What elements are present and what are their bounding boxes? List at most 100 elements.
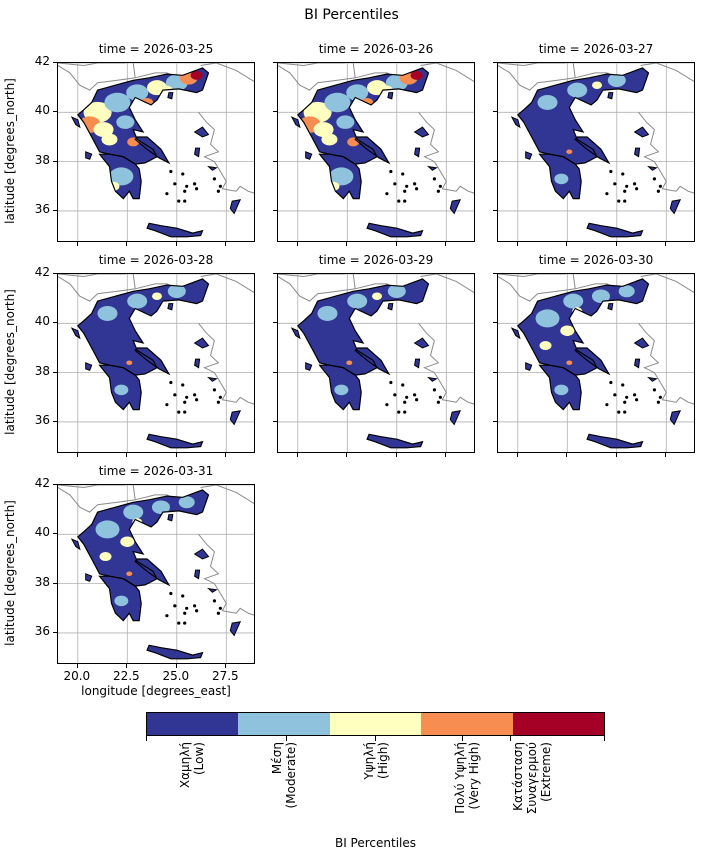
- colorbar-tick: [375, 736, 376, 741]
- x-tick-mark: [296, 242, 298, 246]
- y-tick-label: 42: [34, 476, 50, 490]
- x-tick-mark: [126, 242, 128, 246]
- y-tick-mark: [493, 160, 497, 162]
- map-panel: [497, 62, 695, 242]
- x-tick-label: 22.5: [112, 669, 140, 683]
- colorbar-label: Πολύ Υψηλή (Very High): [453, 742, 482, 814]
- panel-title: time = 2026-03-25: [98, 42, 214, 56]
- y-tick-label: 38: [34, 152, 50, 167]
- x-tick-mark: [126, 453, 128, 457]
- y-tick-mark: [53, 420, 57, 422]
- y-tick-mark: [273, 209, 277, 211]
- y-axis-label: latitude [degrees_north]: [3, 78, 17, 224]
- colorbar-tick: [604, 736, 605, 741]
- y-tick-mark: [53, 62, 57, 63]
- panel-title: time = 2026-03-30: [538, 253, 654, 267]
- y-tick-label: 36: [34, 201, 50, 216]
- map-panel: [497, 273, 695, 453]
- map-svg: [498, 274, 694, 452]
- x-tick-mark: [225, 242, 227, 246]
- colorbar-label: Μέση (Moderate): [269, 742, 298, 809]
- figure-title: BI Percentiles: [304, 7, 399, 23]
- x-tick-label: 27.5: [211, 669, 239, 683]
- x-tick-mark: [296, 453, 298, 457]
- x-tick-mark: [76, 242, 78, 246]
- y-tick-mark: [53, 582, 57, 584]
- y-tick-mark: [493, 209, 497, 211]
- panel-title: time = 2026-03-28: [98, 253, 214, 267]
- y-tick-mark: [273, 322, 277, 324]
- colorbar-segment: [147, 713, 239, 735]
- x-tick-mark: [76, 453, 78, 457]
- colorbar-segment: [238, 713, 330, 735]
- map-svg: [498, 63, 694, 241]
- colorbar-label: Χαμηλή (Low): [177, 742, 206, 789]
- colorbar-tick: [146, 736, 147, 741]
- y-tick-mark: [53, 160, 57, 162]
- y-tick-mark: [273, 273, 277, 274]
- colorbar-label: Υψηλή (High): [361, 742, 390, 780]
- map-panel: [57, 62, 255, 242]
- y-tick-label: 36: [34, 412, 50, 427]
- map-svg: [278, 274, 474, 452]
- x-tick-mark: [445, 453, 447, 457]
- colorbar-label: Κατάσταση Συναγερμού (Extreme): [510, 742, 553, 815]
- colorbar-segment: [329, 713, 422, 735]
- x-tick-mark: [566, 453, 568, 457]
- y-tick-label: 38: [34, 363, 50, 378]
- colorbar-segment: [512, 713, 605, 735]
- y-axis-label: latitude [degrees_north]: [3, 500, 17, 646]
- x-tick-label: 25.0: [162, 669, 190, 683]
- panel-title: time = 2026-03-29: [318, 253, 434, 267]
- map-panel: [277, 62, 475, 242]
- colorbar-tick: [285, 736, 287, 741]
- y-tick-mark: [493, 62, 497, 63]
- map-panel: [57, 484, 255, 664]
- y-tick-mark: [273, 160, 277, 162]
- x-tick-mark: [346, 453, 348, 457]
- y-tick-mark: [53, 533, 57, 535]
- colorbar-segment: [421, 713, 513, 735]
- x-tick-mark: [175, 453, 177, 457]
- y-tick-mark: [53, 322, 57, 324]
- colorbar: [146, 712, 605, 736]
- y-tick-mark: [493, 273, 497, 274]
- x-tick-label: 20.0: [63, 669, 91, 683]
- y-tick-mark: [53, 371, 57, 373]
- y-tick-label: 36: [34, 623, 50, 638]
- x-tick-mark: [126, 664, 128, 668]
- x-tick-mark: [76, 664, 78, 668]
- y-tick-mark: [53, 273, 57, 274]
- panel-title: time = 2026-03-27: [538, 42, 654, 56]
- map-svg: [278, 63, 474, 241]
- panel-title: time = 2026-03-26: [318, 42, 434, 56]
- x-tick-mark: [665, 453, 667, 457]
- x-tick-mark: [516, 242, 518, 246]
- y-tick-label: 40: [34, 525, 50, 540]
- map-svg: [58, 485, 254, 663]
- y-tick-mark: [273, 371, 277, 373]
- colorbar-title: BI Percentiles: [334, 836, 417, 850]
- x-tick-mark: [225, 664, 227, 668]
- y-tick-label: 40: [34, 103, 50, 118]
- map-svg: [58, 63, 254, 241]
- y-tick-label: 40: [34, 314, 50, 329]
- x-tick-mark: [665, 242, 667, 246]
- y-tick-mark: [273, 111, 277, 113]
- x-tick-mark: [225, 453, 227, 457]
- x-tick-mark: [395, 242, 397, 246]
- y-tick-label: 42: [34, 265, 50, 279]
- y-axis-label: latitude [degrees_north]: [3, 289, 17, 435]
- x-tick-mark: [566, 242, 568, 246]
- map-panel: [277, 273, 475, 453]
- x-tick-mark: [615, 242, 617, 246]
- y-tick-mark: [53, 631, 57, 633]
- x-tick-mark: [395, 453, 397, 457]
- x-tick-mark: [175, 664, 177, 668]
- y-tick-label: 38: [34, 574, 50, 589]
- y-tick-label: 42: [34, 54, 50, 68]
- x-axis-label: longitude [degrees_east]: [81, 684, 231, 698]
- y-tick-mark: [273, 62, 277, 63]
- colorbar-tick: [510, 736, 512, 741]
- y-tick-mark: [493, 322, 497, 324]
